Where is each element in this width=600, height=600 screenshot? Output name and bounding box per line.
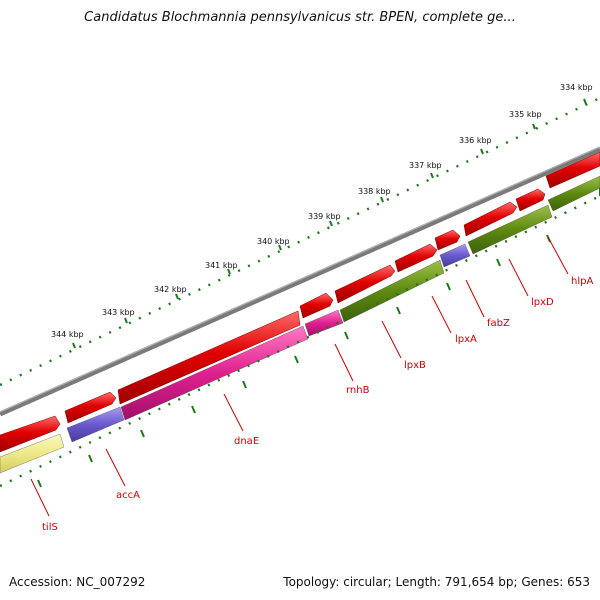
forward-gene-8 [117, 310, 301, 405]
gene-label-dnaE: dnaE [234, 436, 259, 447]
forward-gene-10 [0, 415, 61, 453]
scale-label-337: 337 kbp [409, 161, 442, 170]
scale-label-338: 338 kbp [358, 187, 391, 196]
purple-block-2 [66, 406, 125, 443]
inner-ruler [0, 194, 600, 488]
gene-label-lpxA: lpxA [455, 334, 477, 345]
scale-label-339: 339 kbp [308, 212, 341, 221]
scale-label-344: 344 kbp [51, 330, 84, 339]
gene-label-rnhB: rnhB [346, 385, 370, 396]
accession-text: Accession: NC_007292 [9, 575, 146, 589]
scale-label-334: 334 kbp [560, 83, 593, 92]
scale-label-342: 342 kbp [154, 285, 187, 294]
olive-block-3 [339, 259, 445, 323]
forward-gene-6 [334, 264, 396, 304]
forward-gene-1 [545, 151, 600, 189]
forward-gene-3 [463, 201, 518, 237]
gene-label-lpxD: lpxD [531, 297, 554, 308]
forward-gene-9 [64, 391, 117, 424]
purple-block-1 [439, 243, 471, 268]
forward-gene-2 [515, 188, 546, 212]
olive-block-1 [547, 175, 600, 212]
forward-gene-5 [394, 243, 438, 273]
olive-block-2 [467, 204, 553, 255]
topology-text: Topology: circular; Length: 791,654 bp; … [283, 575, 590, 589]
magenta-block-1 [304, 309, 344, 337]
map-title: Candidatus Blochmannia pennsylvanicus st… [84, 10, 516, 25]
outer-ruler [0, 96, 600, 387]
genome-backbone [0, 146, 600, 417]
gene-label-lpxB: lpxB [404, 360, 426, 371]
yellow-block [0, 433, 65, 474]
gene-label-hlpA: hlpA [571, 276, 593, 287]
gene-label-accA: accA [116, 490, 140, 501]
forward-gene-7 [299, 292, 334, 319]
outer-major-ticks [72, 98, 587, 349]
inner-major-ticks [37, 188, 600, 488]
forward-strand-genes [0, 151, 600, 453]
gene-leader-lines [30, 236, 569, 517]
magenta-block-2 [120, 325, 309, 421]
scale-label-335: 335 kbp [509, 110, 542, 119]
forward-gene-4 [434, 229, 461, 251]
gene-label-tilS: tilS [42, 522, 58, 533]
scale-label-340: 340 kbp [257, 237, 290, 246]
gene-label-fabZ: fabZ [487, 318, 510, 329]
scale-label-341: 341 kbp [205, 261, 238, 270]
feature-blocks [0, 175, 600, 474]
scale-label-336: 336 kbp [459, 136, 492, 145]
scale-label-343: 343 kbp [102, 308, 135, 317]
